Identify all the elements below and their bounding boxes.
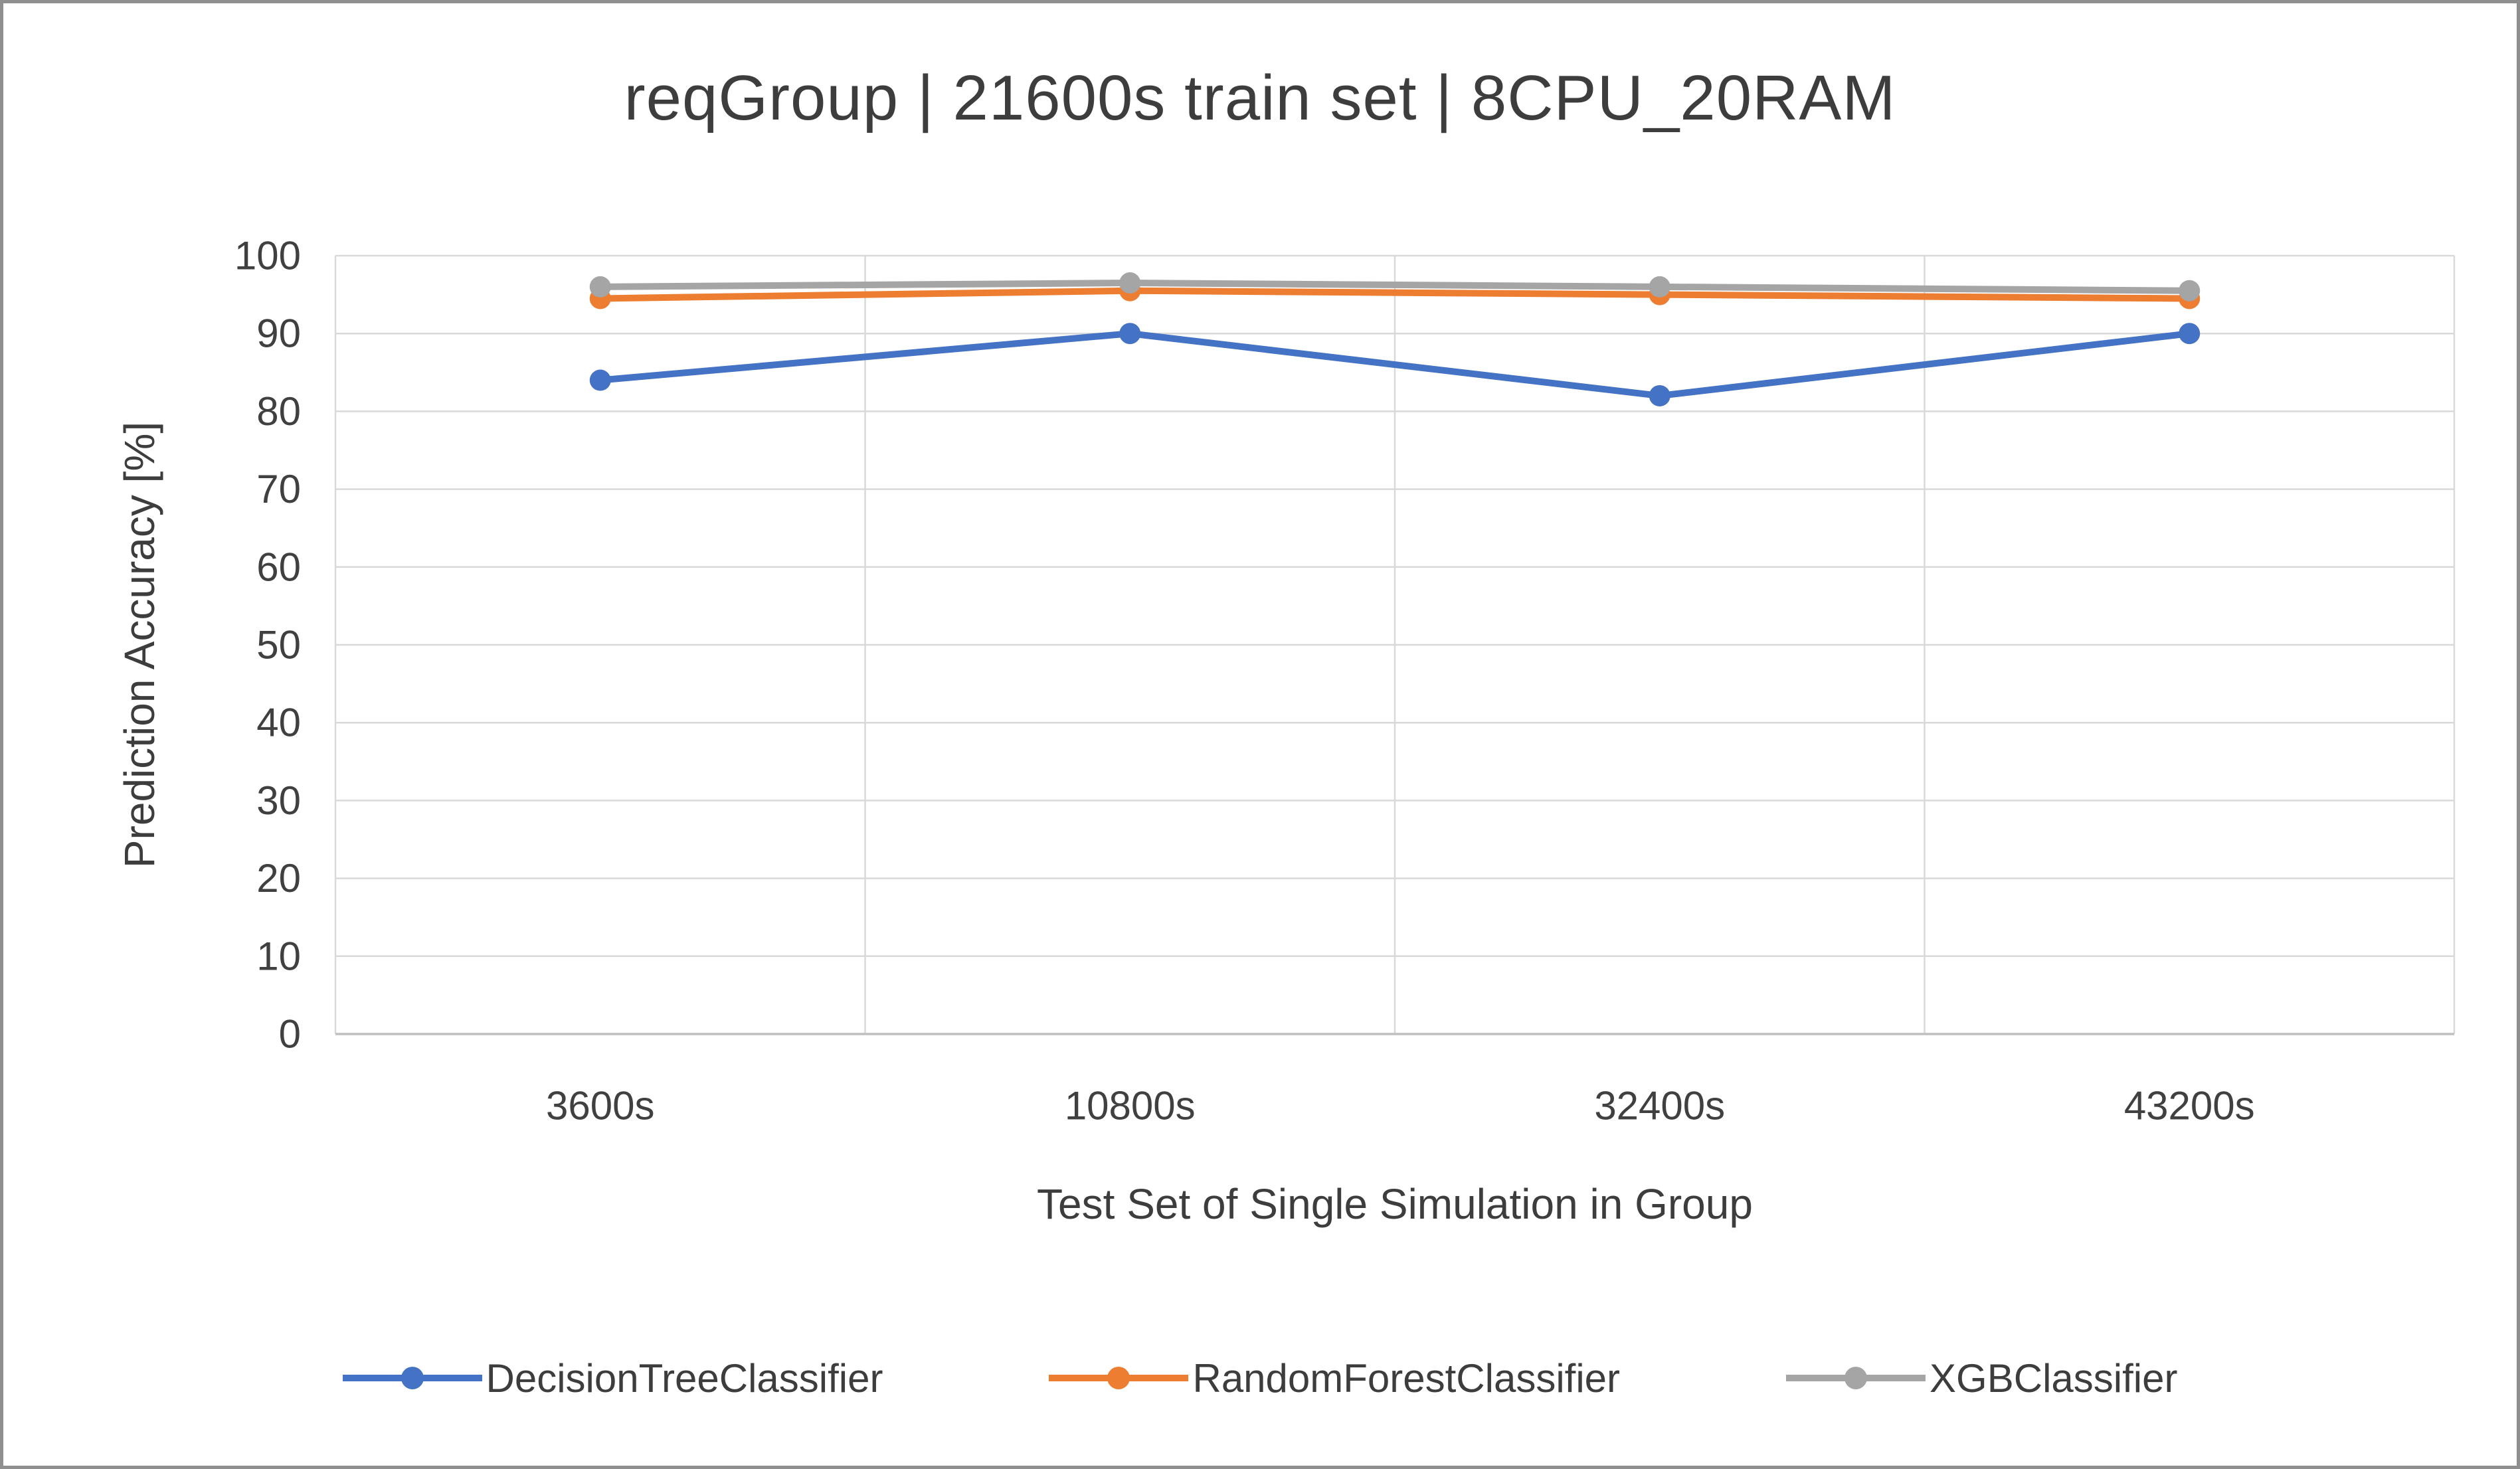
legend-marker-XGBClassifier <box>1786 1367 1926 1389</box>
x-tick-label: 43200s <box>2124 1084 2255 1128</box>
y-tick-label: 90 <box>256 311 301 356</box>
data-point-XGBClassifier <box>2179 280 2201 302</box>
y-tick-label: 100 <box>234 234 301 278</box>
legend: DecisionTreeClassifier RandomForestClassi… <box>3 1332 2517 1425</box>
legend-label: XGBClassifier <box>1930 1355 2178 1401</box>
y-tick-label: 30 <box>256 778 301 823</box>
x-tick-label: 3600s <box>546 1084 654 1128</box>
data-point-XGBClassifier <box>1119 272 1141 294</box>
data-point-DecisionTreeClassifier <box>589 369 611 391</box>
data-point-DecisionTreeClassifier <box>1119 323 1141 345</box>
legend-label: DecisionTreeClassifier <box>486 1355 883 1401</box>
plot-area: 0 10 20 30 40 50 60 70 80 90 100 3600s 10800s 32400s 4… <box>234 234 2456 1128</box>
legend-marker-DecisionTreeClassifier <box>342 1367 482 1389</box>
data-point-XGBClassifier <box>589 276 611 298</box>
x-axis-title: Test Set of Single Simulation in Group <box>1037 1180 1753 1228</box>
legend-item-DecisionTreeClassifier: DecisionTreeClassifier <box>342 1355 883 1401</box>
legend-item-XGBClassifier: XGBClassifier <box>1786 1355 2177 1401</box>
data-point-XGBClassifier <box>1649 276 1670 298</box>
legend-item-RandomForestClassifier: RandomForestClassifier <box>1049 1355 1620 1401</box>
y-tick-label: 80 <box>256 389 301 434</box>
series-line-XGBClassifier <box>596 280 2193 294</box>
series-line-RandomForestClassifier <box>596 287 2193 302</box>
legend-label: RandomForestClassifier <box>1192 1355 1621 1401</box>
y-tick-label: 50 <box>256 623 301 667</box>
series-line-DecisionTreeClassifier <box>596 330 2193 399</box>
y-axis-title: Prediction Accuracy [%] <box>116 421 163 869</box>
chart-title: reqGroup | 21600s train set | 8CPU_20RAM <box>624 62 1896 133</box>
x-tick-label: 32400s <box>1594 1084 1725 1128</box>
y-tick-label: 40 <box>256 701 301 745</box>
y-tick-label: 0 <box>279 1012 301 1057</box>
data-point-DecisionTreeClassifier <box>1649 385 1670 406</box>
x-tick-label: 10800s <box>1065 1084 1196 1128</box>
data-point-DecisionTreeClassifier <box>2179 323 2201 345</box>
y-tick-label: 60 <box>256 545 301 589</box>
y-tick-label: 10 <box>256 934 301 978</box>
y-tick-label: 20 <box>256 856 301 901</box>
legend-marker-RandomForestClassifier <box>1049 1367 1189 1389</box>
y-tick-label: 70 <box>256 467 301 511</box>
